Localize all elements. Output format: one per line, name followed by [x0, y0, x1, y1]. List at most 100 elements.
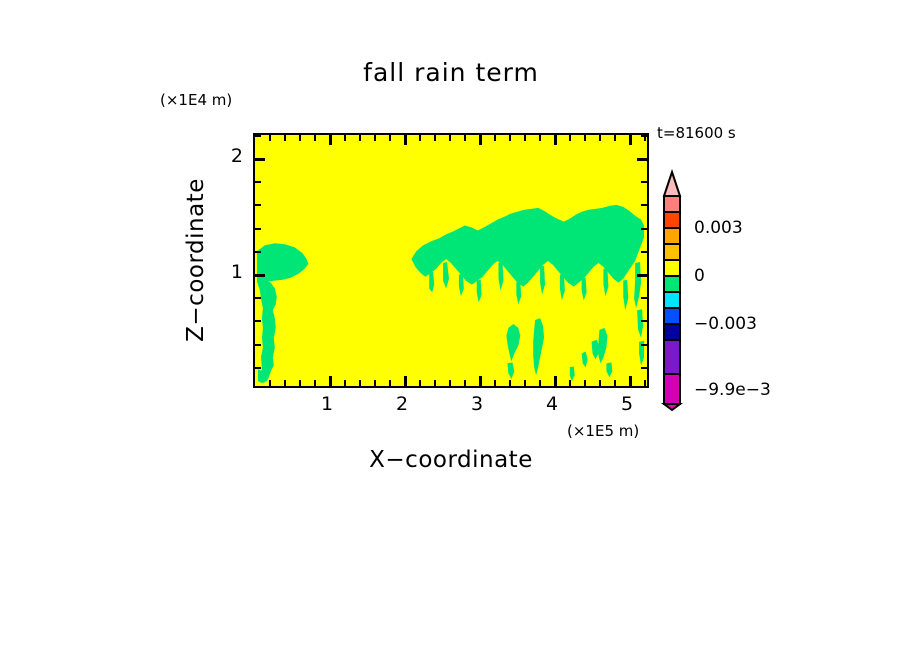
x-tick-label-1: 1 — [320, 393, 334, 415]
x-tick-minor — [539, 380, 541, 386]
negative-rain-regions — [256, 204, 645, 384]
x-tick-minor-top — [299, 135, 301, 141]
y-tick-minor-right — [641, 181, 647, 183]
y-tick-major — [255, 158, 265, 161]
x-tick-minor-top — [449, 135, 451, 141]
x-tick-minor — [374, 380, 376, 386]
x-tick-major — [479, 376, 482, 386]
plot-area — [253, 133, 649, 388]
x-tick-minor — [344, 380, 346, 386]
x-tick-minor — [389, 380, 391, 386]
x-tick-minor — [314, 380, 316, 386]
x-tick-minor — [614, 380, 616, 386]
y-tick-major — [255, 274, 265, 277]
time-stamp-label: t=81600 s — [657, 124, 736, 142]
x-tick-label-4: 4 — [545, 393, 559, 415]
x-tick-label-2: 2 — [395, 393, 409, 415]
colorbar-band — [663, 259, 681, 277]
x-tick-minor — [494, 380, 496, 386]
x-tick-minor-top — [284, 135, 286, 141]
x-tick-minor — [269, 380, 271, 386]
y-tick-minor — [255, 320, 261, 322]
x-tick-minor-top — [434, 135, 436, 141]
x-tick-minor-top — [599, 135, 601, 141]
colorbar-band — [663, 339, 681, 375]
x-tick-minor-top — [509, 135, 511, 141]
y-tick-minor-right — [641, 367, 647, 369]
colorbar-gradient — [661, 168, 683, 412]
colorbar-label-neg3e-3: −0.003 — [694, 314, 757, 334]
x-tick-minor — [644, 380, 646, 386]
x-tick-minor-top — [584, 135, 586, 141]
colorbar-label-min: −9.9e−3 — [694, 380, 771, 400]
x-tick-minor-top — [359, 135, 361, 141]
colorbar-band — [663, 291, 681, 309]
y-tick-minor-right — [641, 228, 647, 230]
x-tick-minor-top — [419, 135, 421, 141]
x-tick-minor — [359, 380, 361, 386]
x-tick-minor — [449, 380, 451, 386]
x-tick-major-top — [479, 135, 482, 145]
x-tick-minor-top — [644, 135, 646, 141]
x-tick-minor-top — [464, 135, 466, 141]
colorbar-label-zero: 0 — [694, 266, 705, 286]
x-tick-minor — [509, 380, 511, 386]
colorbar-band — [663, 323, 681, 341]
x-tick-minor — [284, 380, 286, 386]
colorbar-top-arrow — [662, 168, 682, 197]
colorbar-band — [663, 195, 681, 213]
x-tick-label-3: 3 — [470, 393, 484, 415]
x-tick-major-top — [629, 135, 632, 145]
y-tick-label-2: 2 — [230, 145, 243, 167]
x-tick-minor-top — [389, 135, 391, 141]
x-tick-major-top — [404, 135, 407, 145]
y-tick-minor-right — [641, 204, 647, 206]
x-tick-minor — [599, 380, 601, 386]
y-tick-minor — [255, 297, 261, 299]
colorbar-band — [663, 243, 681, 261]
y-tick-minor — [255, 204, 261, 206]
contour-field — [255, 135, 647, 386]
y-tick-minor-right — [641, 251, 647, 253]
x-tick-major — [554, 376, 557, 386]
x-tick-minor — [299, 380, 301, 386]
y-tick-label-1: 1 — [230, 261, 243, 283]
y-tick-minor-right — [641, 320, 647, 322]
colorbar-band — [663, 275, 681, 293]
y-tick-minor-right — [641, 344, 647, 346]
y-tick-minor — [255, 228, 261, 230]
y-axis-units-label: (×1E4 m) — [160, 91, 233, 109]
x-tick-minor-top — [314, 135, 316, 141]
y-tick-minor — [255, 367, 261, 369]
x-tick-minor — [524, 380, 526, 386]
x-tick-major-top — [554, 135, 557, 145]
x-axis-title: X−coordinate — [369, 447, 533, 473]
y-axis-title: Z−coordinate — [183, 178, 209, 342]
y-tick-minor-right — [641, 297, 647, 299]
x-tick-minor-top — [614, 135, 616, 141]
x-tick-minor-top — [494, 135, 496, 141]
colorbar-band — [663, 211, 681, 229]
x-tick-minor-top — [539, 135, 541, 141]
colorbar-band — [663, 227, 681, 245]
x-tick-major — [629, 376, 632, 386]
x-tick-major — [329, 376, 332, 386]
page-title: fall rain term — [363, 58, 539, 87]
x-tick-minor-top — [374, 135, 376, 141]
x-tick-minor — [434, 380, 436, 386]
colorbar — [660, 168, 684, 412]
colorbar-bottom-arrow — [661, 403, 683, 412]
x-tick-label-5: 5 — [620, 393, 634, 415]
y-tick-minor — [255, 181, 261, 183]
x-tick-major-top — [329, 135, 332, 145]
y-tick-minor — [255, 251, 261, 253]
x-tick-minor — [584, 380, 586, 386]
x-tick-minor-top — [344, 135, 346, 141]
x-tick-minor-top — [269, 135, 271, 141]
x-tick-minor — [569, 380, 571, 386]
x-axis-units-label: (×1E5 m) — [567, 422, 640, 440]
x-tick-major — [404, 376, 407, 386]
colorbar-label-pos3e-3: 0.003 — [694, 218, 743, 238]
colorbar-band — [663, 373, 681, 405]
